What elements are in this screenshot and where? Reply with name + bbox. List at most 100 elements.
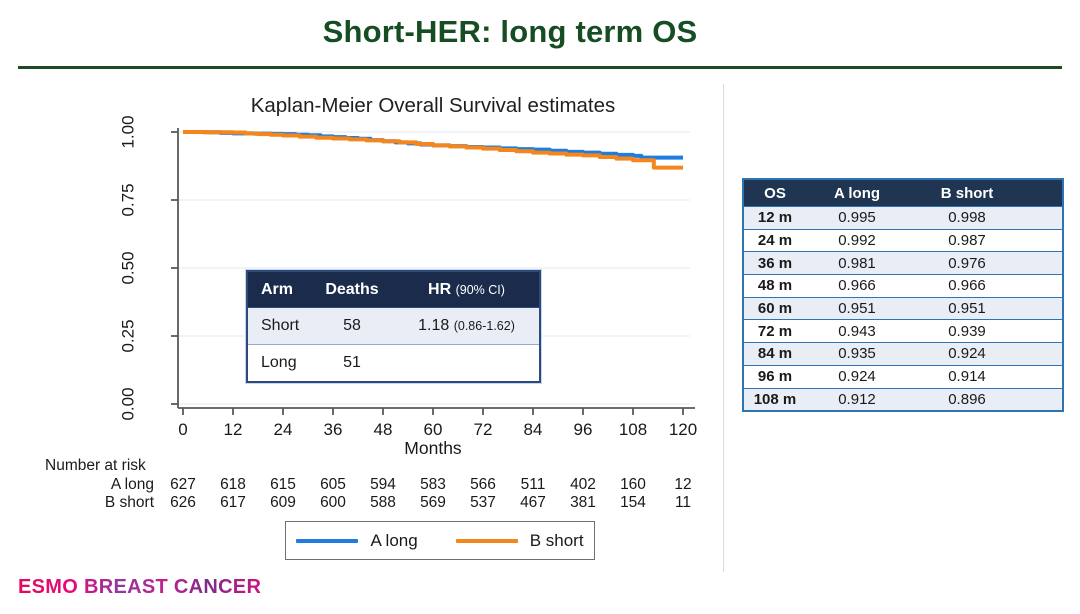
risk-value: 617 <box>220 494 246 511</box>
os-value-cell: 0.924 <box>948 345 986 363</box>
risk-value: 588 <box>370 494 396 511</box>
legend-label: B short <box>529 530 584 550</box>
os-value-cell: 0.981 <box>838 254 876 272</box>
y-tick-label: 0.50 <box>119 251 138 284</box>
legend-label: A long <box>370 530 418 550</box>
risk-value: 569 <box>420 494 446 511</box>
os-time-cell: 72 m <box>757 322 793 340</box>
x-tick-label: 48 <box>374 420 393 439</box>
os-header-cell: A long <box>833 184 881 202</box>
os-value-cell: 0.998 <box>948 209 986 227</box>
page-title: Short-HER: long term OS <box>322 14 698 49</box>
hr-header-arm: Arm <box>261 280 294 298</box>
risk-value: 381 <box>570 494 596 511</box>
risk-value: 511 <box>520 476 546 493</box>
os-table-row: 12 m 0.995 0.998 <box>744 206 1062 229</box>
os-value-cell: 0.987 <box>948 232 986 250</box>
risk-value: 160 <box>620 476 646 493</box>
number-at-risk-title: Number at risk <box>45 457 146 474</box>
legend-line-swatch <box>296 538 359 543</box>
risk-value: 594 <box>370 476 396 493</box>
os-estimates-table: OS A long B short 12 m 0.995 0.998 24 m 0.992 0.… <box>742 178 1064 413</box>
risk-value: 12 <box>674 476 692 493</box>
hr-long-deaths: 51 <box>343 354 361 371</box>
hr-short-arm: Short <box>261 317 300 334</box>
risk-value: 566 <box>470 476 496 493</box>
risk-value: 600 <box>320 494 346 511</box>
os-table-row: 84 m 0.935 0.924 <box>744 342 1062 365</box>
os-value-cell: 0.951 <box>948 300 986 318</box>
risk-value: 467 <box>520 494 546 511</box>
y-tick-label: 0.00 <box>119 387 138 420</box>
hr-short-deaths: 58 <box>343 317 361 334</box>
x-axis-label: Months <box>404 438 462 458</box>
km-curve-b-short <box>183 130 683 170</box>
os-time-cell: 60 m <box>757 300 793 318</box>
os-value-cell: 0.966 <box>948 277 986 295</box>
hr-row-short: Short 58 1.18 (0.86-1.62) <box>248 308 539 345</box>
x-tick-label: 72 <box>474 420 493 439</box>
x-tick-label: 84 <box>524 420 543 439</box>
risk-value: 627 <box>170 476 196 493</box>
risk-row-label: A long <box>110 476 154 493</box>
risk-value: 609 <box>270 494 296 511</box>
x-tick-label: 108 <box>619 420 647 439</box>
x-tick-label: 36 <box>324 420 343 439</box>
os-value-cell: 0.924 <box>838 368 876 386</box>
os-table-row: 48 m 0.966 0.966 <box>744 274 1062 297</box>
legend-item: B short <box>455 530 584 551</box>
hr-inset-table: Arm Deaths HR (90% CI) Short 58 1.18 (0.… <box>246 270 541 383</box>
risk-value: 154 <box>620 494 646 511</box>
os-time-cell: 96 m <box>757 368 793 386</box>
hr-table-header: Arm Deaths HR (90% CI) <box>248 272 539 308</box>
hr-header-hr: HR (90% CI) <box>428 280 505 298</box>
risk-value: 537 <box>470 494 496 511</box>
risk-value: 11 <box>674 494 692 511</box>
os-value-cell: 0.914 <box>948 368 986 386</box>
os-time-cell: 84 m <box>757 345 793 363</box>
os-time-cell: 48 m <box>757 277 793 295</box>
risk-value: 402 <box>570 476 596 493</box>
risk-row: B short 626 617 609 600 588 569 537 467 381 154 11 <box>40 494 708 512</box>
os-value-cell: 0.966 <box>838 277 876 295</box>
os-table-row: 60 m 0.951 0.951 <box>744 296 1062 320</box>
chart-legend: A long B short <box>285 521 595 560</box>
section-divider <box>723 84 724 572</box>
esmo-breast-cancer-logo: ESMO BREAST CANCER <box>18 576 262 598</box>
risk-value: 626 <box>170 494 196 511</box>
os-time-cell: 12 m <box>757 209 793 227</box>
os-value-cell: 0.976 <box>948 254 986 272</box>
os-table-row: 24 m 0.992 0.987 <box>744 228 1062 252</box>
x-tick-label: 24 <box>274 420 293 439</box>
os-value-cell: 0.935 <box>838 345 876 363</box>
hr-header-deaths: Deaths <box>325 280 379 298</box>
risk-value: 583 <box>420 476 446 493</box>
legend-line-swatch <box>455 538 518 543</box>
os-time-cell: 36 m <box>757 254 793 272</box>
y-tick-label: 0.75 <box>119 183 138 216</box>
os-value-cell: 0.951 <box>838 300 876 318</box>
os-value-cell: 0.995 <box>838 209 876 227</box>
x-tick-label: 0 <box>178 420 187 439</box>
os-time-cell: 108 m <box>753 390 797 408</box>
risk-value: 618 <box>220 476 246 493</box>
hr-row-long: Long 51 <box>248 345 539 381</box>
os-value-cell: 0.912 <box>838 390 876 408</box>
os-value-cell: 0.943 <box>838 322 876 340</box>
title-underline <box>18 66 1062 69</box>
risk-value: 605 <box>320 476 346 493</box>
risk-value: 615 <box>270 476 296 493</box>
os-table-row: 108 m 0.912 0.896 <box>744 387 1062 411</box>
os-time-cell: 24 m <box>757 232 793 250</box>
risk-row-label: B short <box>104 494 154 511</box>
os-header-cell: B short <box>940 184 994 202</box>
y-tick-label: 0.25 <box>119 319 138 352</box>
x-tick-label: 60 <box>424 420 443 439</box>
x-tick-label: 12 <box>224 420 243 439</box>
legend-item: A long <box>296 530 418 551</box>
hr-short-hr: 1.18 (0.86-1.62) <box>418 317 515 334</box>
os-table-row: 96 m 0.924 0.914 <box>744 364 1062 388</box>
os-table-header: OS A long B short <box>744 180 1062 206</box>
os-header-cell: OS <box>764 184 786 202</box>
